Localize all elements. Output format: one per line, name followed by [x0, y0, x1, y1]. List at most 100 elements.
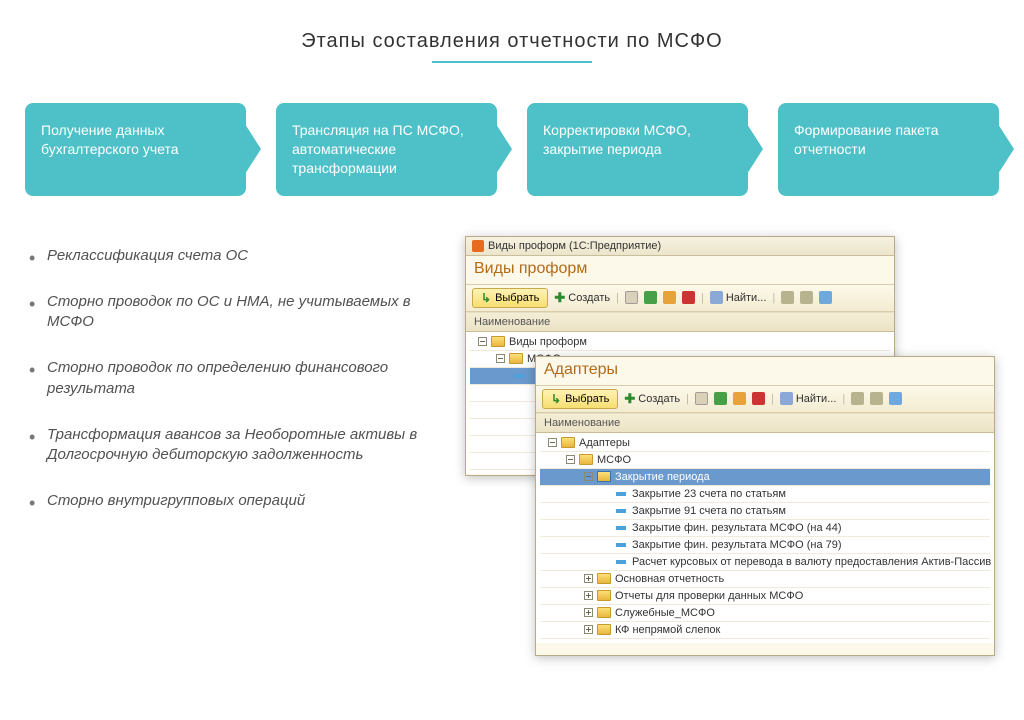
bullet-item: Трансформация авансов за Необоротные акт… — [25, 425, 445, 466]
tree-row[interactable]: МСФО — [540, 452, 990, 469]
window-heading: Адаптеры — [536, 357, 994, 385]
tree-row[interactable]: Основная отчетность — [540, 571, 990, 588]
separator: | — [771, 393, 774, 405]
find-icon — [780, 392, 793, 405]
leaf-icon — [616, 543, 626, 547]
stage-3: Корректировки МСФО, закрытие периода — [527, 103, 748, 196]
clear-filter-icon[interactable] — [851, 392, 864, 405]
page-icon[interactable] — [695, 392, 708, 405]
plus-icon: ✚ — [624, 391, 635, 407]
bullet-list: Реклассификация счета ОС Сторно проводок… — [25, 236, 445, 666]
separator: | — [772, 292, 775, 304]
tree-row[interactable]: Расчет курсовых от перевода в валюту пре… — [540, 554, 990, 571]
collapse-icon[interactable] — [548, 438, 557, 447]
separator: | — [686, 393, 689, 405]
create-button-label: Создать — [638, 393, 680, 405]
tree-row[interactable]: Виды проформ — [470, 334, 890, 351]
delete-icon[interactable] — [752, 392, 765, 405]
add-folder-icon[interactable] — [714, 392, 727, 405]
tree-label: КФ непрямой слепок — [615, 624, 720, 636]
separator: | — [616, 292, 619, 304]
find-button[interactable]: Найти... — [710, 291, 767, 304]
separator: | — [842, 393, 845, 405]
edit-icon[interactable] — [733, 392, 746, 405]
toolbar: ↳ Выбрать ✚Создать | | Найти... | — [536, 385, 994, 413]
add-folder-icon[interactable] — [644, 291, 657, 304]
create-button[interactable]: ✚Создать — [624, 391, 680, 407]
tree-row[interactable]: Закрытие фин. результата МСФО (на 44) — [540, 520, 990, 537]
find-icon — [710, 291, 723, 304]
column-header[interactable]: Наименование — [466, 312, 894, 332]
tree-label: Закрытие фин. результата МСФО (на 79) — [632, 539, 842, 551]
select-button-label: Выбрать — [495, 292, 539, 304]
tree-label: Расчет курсовых от перевода в валюту пре… — [632, 556, 991, 568]
leaf-icon — [616, 492, 626, 496]
expand-icon[interactable] — [584, 608, 593, 617]
folder-icon — [597, 573, 611, 584]
delete-icon[interactable] — [682, 291, 695, 304]
bullet-item: Сторно проводок по ОС и НМА, не учитывае… — [25, 292, 445, 333]
tree-row-selected[interactable]: Закрытие периода — [540, 469, 990, 486]
leaf-icon — [514, 374, 524, 378]
tree-label: Закрытие 91 счета по статьям — [632, 505, 786, 517]
leaf-icon — [616, 560, 626, 564]
find-button-label: Найти... — [796, 393, 837, 405]
expand-icon[interactable] — [584, 574, 593, 583]
folder-icon — [509, 353, 523, 364]
screenshot-area: Виды проформ (1С:Предприятие) Виды профо… — [465, 236, 999, 666]
zoom-icon[interactable] — [800, 291, 813, 304]
folder-icon — [597, 607, 611, 618]
select-button-label: Выбрать — [565, 393, 609, 405]
tree-label: Адаптеры — [579, 437, 630, 449]
app-icon — [472, 240, 484, 252]
tree-label: Закрытие периода — [615, 471, 710, 483]
bullet-item: Сторно внутригрупповых операций — [25, 491, 445, 511]
edit-icon[interactable] — [663, 291, 676, 304]
plus-icon: ✚ — [554, 290, 565, 306]
window-adapters: Адаптеры ↳ Выбрать ✚Создать | | Найти... … — [535, 356, 995, 656]
tree: Адаптеры МСФО Закрытие периода Закрытие … — [536, 433, 994, 643]
tree-row[interactable]: Закрытие 23 счета по статьям — [540, 486, 990, 503]
tree-label: Закрытие фин. результата МСФО (на 44) — [632, 522, 842, 534]
column-header[interactable]: Наименование — [536, 413, 994, 433]
tree-label: Закрытие 23 счета по статьям — [632, 488, 786, 500]
expand-icon[interactable] — [584, 625, 593, 634]
create-button-label: Создать — [568, 292, 610, 304]
tree-row[interactable]: Отчеты для проверки данных МСФО — [540, 588, 990, 605]
move-icon[interactable] — [819, 291, 832, 304]
tree-row[interactable]: Адаптеры — [540, 435, 990, 452]
collapse-icon[interactable] — [478, 337, 487, 346]
tree-label: Служебные_МСФО — [615, 607, 715, 619]
tree-row[interactable]: Служебные_МСФО — [540, 605, 990, 622]
find-button-label: Найти... — [726, 292, 767, 304]
find-button[interactable]: Найти... — [780, 392, 837, 405]
create-button[interactable]: ✚Создать — [554, 290, 610, 306]
select-button[interactable]: ↳ Выбрать — [542, 389, 618, 409]
folder-icon — [597, 624, 611, 635]
tree-label: Отчеты для проверки данных МСФО — [615, 590, 803, 602]
tree-row[interactable]: КФ непрямой слепок — [540, 622, 990, 639]
collapse-icon[interactable] — [496, 354, 505, 363]
tree-row[interactable]: Закрытие фин. результата МСФО (на 79) — [540, 537, 990, 554]
window-titlebar: Виды проформ (1С:Предприятие) — [466, 237, 894, 256]
stage-1: Получение данных бухгалтерского учета — [25, 103, 246, 196]
page-icon[interactable] — [625, 291, 638, 304]
leaf-icon — [616, 526, 626, 530]
expand-icon[interactable] — [584, 591, 593, 600]
collapse-icon[interactable] — [566, 455, 575, 464]
check-icon: ↳ — [551, 392, 561, 406]
tree-row[interactable]: Закрытие 91 счета по статьям — [540, 503, 990, 520]
stage-4: Формирование пакета отчетности — [778, 103, 999, 196]
window-title-text: Виды проформ (1С:Предприятие) — [488, 240, 661, 252]
clear-filter-icon[interactable] — [781, 291, 794, 304]
move-icon[interactable] — [889, 392, 902, 405]
page-title: Этапы составления отчетности по МСФО — [0, 0, 1024, 61]
select-button[interactable]: ↳ Выбрать — [472, 288, 548, 308]
check-icon: ↳ — [481, 291, 491, 305]
folder-icon — [597, 471, 611, 482]
tree-label: Основная отчетность — [615, 573, 724, 585]
zoom-icon[interactable] — [870, 392, 883, 405]
folder-icon — [579, 454, 593, 465]
folder-icon — [597, 590, 611, 601]
collapse-icon[interactable] — [584, 472, 593, 481]
